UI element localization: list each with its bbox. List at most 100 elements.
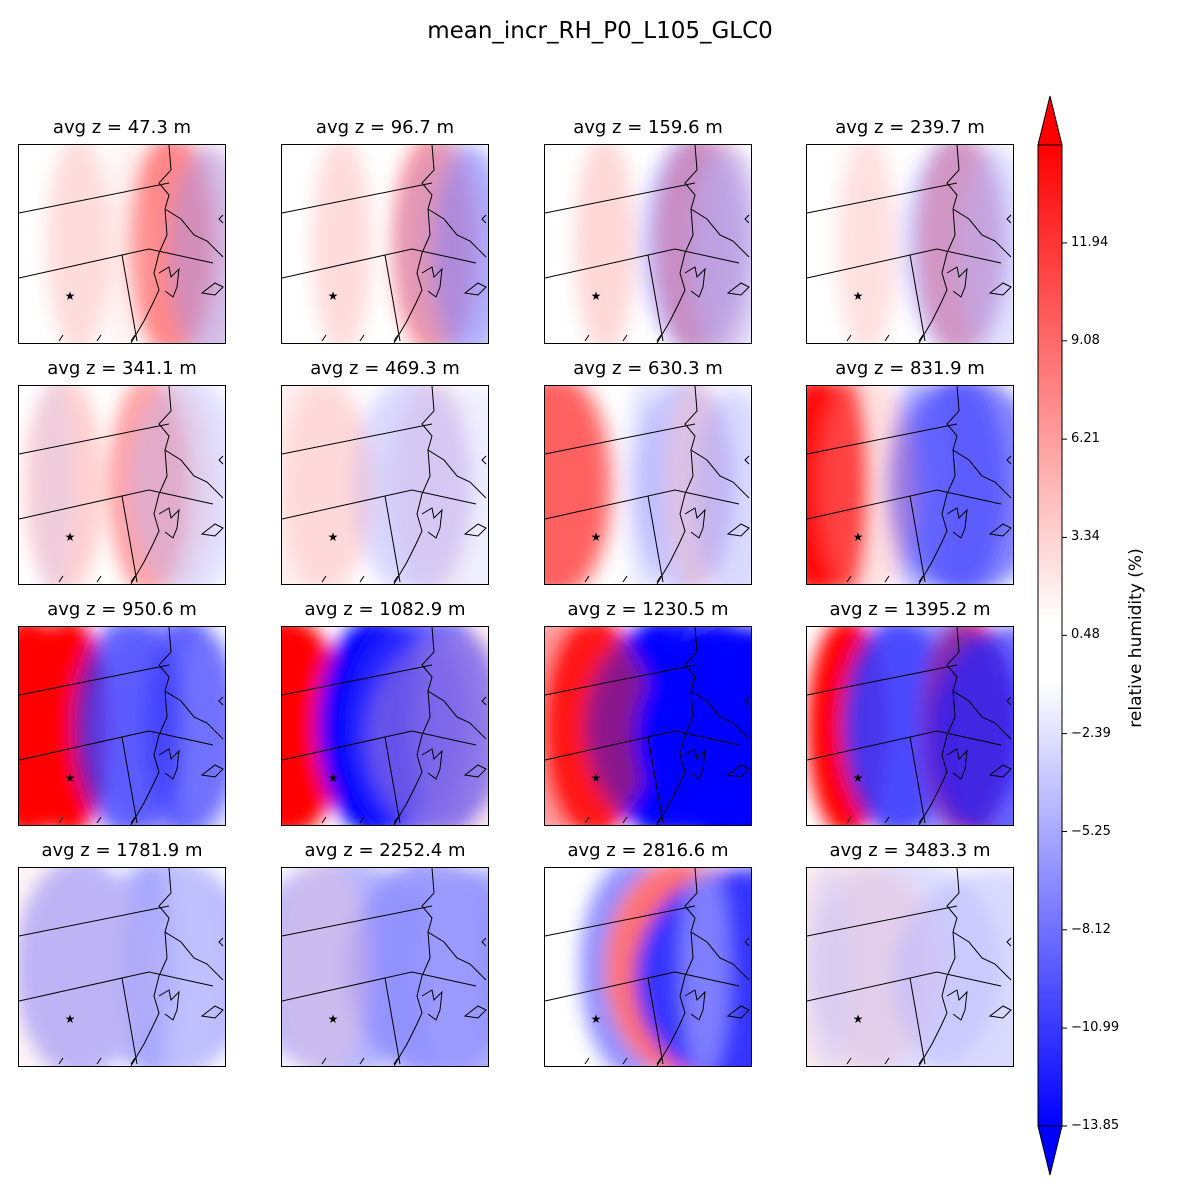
location-star-icon: ★	[591, 771, 602, 785]
field-blob	[46, 145, 112, 343]
map-field: ★	[545, 868, 751, 1066]
map-outline	[647, 977, 664, 1065]
map-panel: ★	[281, 144, 489, 344]
figure-title: mean_incr_RH_P0_L105_GLC0	[427, 18, 773, 44]
map-outline	[656, 449, 694, 584]
location-star-icon: ★	[328, 289, 339, 303]
field-blob	[282, 868, 372, 1066]
panel-title: avg z = 831.9 m	[835, 358, 985, 379]
field-blob	[282, 386, 377, 584]
map-outline	[1006, 696, 1012, 706]
map-outline	[421, 989, 443, 1021]
panel-title: avg z = 1230.5 m	[567, 599, 729, 620]
map-outline	[807, 664, 958, 696]
map-outline	[918, 449, 956, 584]
map-outline	[846, 334, 924, 342]
map-outline	[545, 423, 696, 455]
map-outline	[684, 507, 706, 539]
map-outline	[481, 696, 487, 706]
map-outline	[19, 664, 170, 696]
panel-title: avg z = 1781.9 m	[41, 840, 203, 861]
map-panel: ★	[544, 626, 752, 826]
field-blob	[432, 145, 488, 343]
map-outline	[726, 523, 750, 537]
map-outline	[656, 931, 694, 1066]
map-outline	[988, 282, 1012, 296]
map-outline	[19, 971, 214, 1002]
map-outline	[158, 748, 180, 780]
map-outline	[545, 905, 696, 937]
map-outline	[19, 248, 214, 279]
map-outline	[218, 937, 224, 947]
map-outline	[121, 977, 138, 1065]
field-blob	[837, 145, 897, 343]
map-panel: ★	[544, 867, 752, 1067]
map-outline	[282, 423, 433, 455]
map-outline	[282, 248, 477, 279]
colorbar-extend-low	[1037, 1125, 1063, 1176]
location-star-icon: ★	[591, 530, 602, 544]
map-outline	[321, 334, 399, 342]
map-field: ★	[282, 386, 488, 584]
field-blobs	[545, 627, 751, 825]
map-outline	[726, 764, 750, 778]
colorbar-tick-label: −8.12	[1071, 921, 1111, 937]
map-outline	[463, 523, 487, 537]
colorbar-tick-label: 11.94	[1071, 234, 1109, 250]
map-outline	[158, 507, 180, 539]
map-outline	[584, 1057, 662, 1065]
panel-title: avg z = 96.7 m	[315, 117, 455, 138]
map-outline	[421, 266, 443, 298]
map-panel: ★	[18, 626, 226, 826]
field-blob	[690, 145, 751, 343]
field-blob	[367, 627, 488, 825]
colorbar-tick-label: 0.48	[1071, 627, 1100, 643]
map-outline	[909, 495, 926, 583]
map-panel: ★	[806, 626, 1014, 826]
map-panel: ★	[281, 626, 489, 826]
map-outline	[393, 931, 431, 1066]
map-outline	[684, 748, 706, 780]
map-outline	[58, 334, 136, 342]
field-blobs	[807, 868, 1013, 1066]
map-panel: ★	[806, 144, 1014, 344]
map-outline	[218, 455, 224, 465]
field-blob	[545, 386, 615, 584]
map-outline	[463, 1005, 487, 1019]
location-star-icon: ★	[328, 530, 339, 544]
map-outline	[321, 1057, 399, 1065]
map-outline	[463, 282, 487, 296]
map-outline	[282, 182, 433, 214]
map-field: ★	[19, 145, 225, 343]
map-outline	[545, 489, 740, 520]
map-panel: ★	[544, 385, 752, 585]
field-blobs	[807, 386, 1013, 584]
map-outline	[744, 696, 750, 706]
map-outline	[545, 248, 740, 279]
map-outline	[58, 816, 136, 824]
field-blob	[109, 145, 149, 343]
map-outline	[946, 507, 968, 539]
map-outline	[1006, 214, 1012, 224]
location-star-icon: ★	[591, 1012, 602, 1026]
location-star-icon: ★	[65, 771, 76, 785]
map-field: ★	[282, 627, 488, 825]
colorbar-tick-label: 9.08	[1071, 332, 1100, 348]
map-outline	[321, 575, 399, 583]
map-field: ★	[807, 868, 1013, 1066]
map-field: ★	[19, 868, 225, 1066]
map-outline	[19, 423, 170, 455]
map-outline	[421, 507, 443, 539]
colorbar-tick-label: 3.34	[1071, 529, 1100, 545]
map-outline	[282, 905, 433, 937]
location-star-icon: ★	[853, 771, 864, 785]
panel-title: avg z = 2816.6 m	[567, 840, 729, 861]
map-outline	[807, 423, 958, 455]
map-outline	[158, 266, 180, 298]
location-star-icon: ★	[853, 289, 864, 303]
map-outline	[946, 266, 968, 298]
panel-title: avg z = 2252.4 m	[304, 840, 466, 861]
colorbar-tick-label: −2.39	[1071, 725, 1111, 741]
map-outline	[807, 248, 1002, 279]
map-panel: ★	[281, 867, 489, 1067]
